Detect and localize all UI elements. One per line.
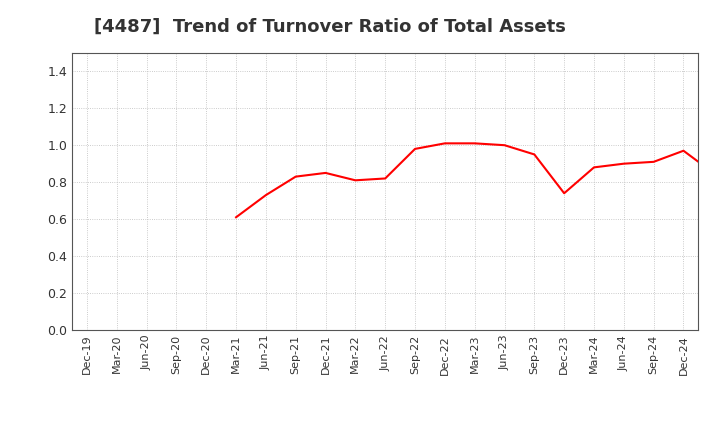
Text: [4487]  Trend of Turnover Ratio of Total Assets: [4487] Trend of Turnover Ratio of Total … — [94, 18, 565, 36]
